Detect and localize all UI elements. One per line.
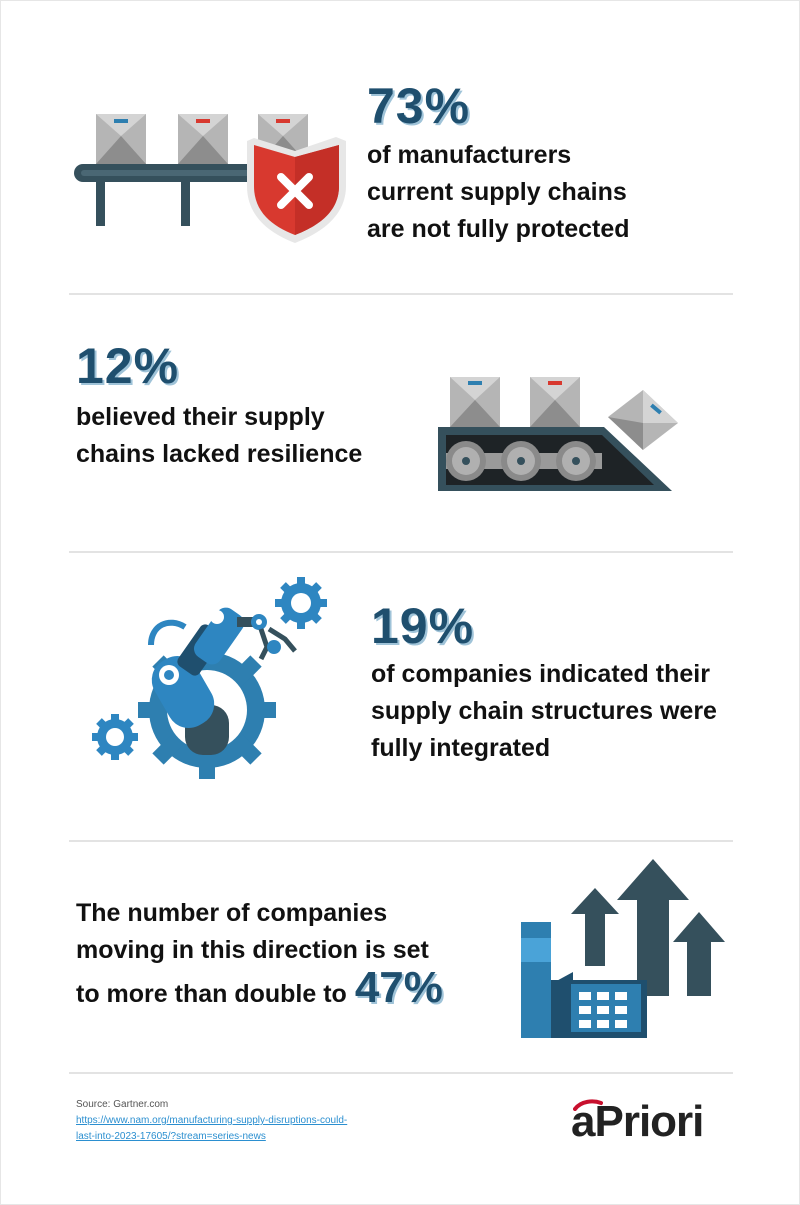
apriori-logo: aPriori [571,1097,704,1146]
description-line: to more than double to 47% [76,963,443,1013]
description-line: supply chain structures were [371,697,717,725]
description-line: fully integrated [371,734,551,762]
source-link[interactable]: last-into-2023-17605/?stream=series-news [76,1131,266,1142]
arrow-up-icon [571,859,725,996]
stat-73-description: of manufacturers current supply chains a… [367,137,630,248]
stat-73-percent: 73% [367,78,471,134]
description-line: moving in this direction is set [76,936,429,964]
conveyor-machine-illustration [438,377,678,491]
box-icon [450,377,500,427]
box-icon [178,114,228,164]
description-line: of companies indicated their [371,660,710,688]
gear-icon [92,714,138,760]
description-line-text: to more than double to [76,980,347,1008]
description-line: of manufacturers [367,141,572,169]
description-line: current supply chains [367,178,627,206]
factory-growth-illustration [521,859,725,1038]
factory-icon [521,922,647,1038]
gear-icon [275,577,327,629]
stat-19-description: of companies indicated their supply chai… [371,656,717,767]
conveyor-shield-illustration [74,114,346,243]
box-icon [530,377,580,427]
stat-12-percent: 12% [76,338,180,394]
robot-arm-gears-illustration [92,577,327,779]
section-divider [69,551,733,553]
stat-47-description: The number of companies moving in this d… [76,895,443,1013]
robot-arm-icon [148,607,297,728]
source-label: Source: Gartner.com [76,1099,169,1110]
section-divider [69,1072,733,1074]
stat-12-description: believed their supply chains lacked resi… [76,399,362,473]
box-icon [96,114,146,164]
description-line: chains lacked resilience [76,440,363,468]
stat-19-percent: 19% [371,598,475,654]
source-citation: Source: Gartner.com https://www.nam.org/… [76,1097,347,1145]
shield-x-icon [247,137,346,243]
box-icon [608,390,678,450]
description-line: The number of companies [76,899,388,927]
roller-icon [446,441,486,481]
description-line: are not fully protected [367,215,630,243]
section-divider [69,840,733,842]
stat-47-percent: 47% [354,963,443,1012]
roller-icon [556,441,596,481]
logo-swoosh-icon [573,1099,603,1111]
roller-icon [501,441,541,481]
section-divider [69,293,733,295]
source-link[interactable]: https://www.nam.org/manufacturing-supply… [76,1115,348,1126]
description-line: believed their supply [76,403,325,431]
